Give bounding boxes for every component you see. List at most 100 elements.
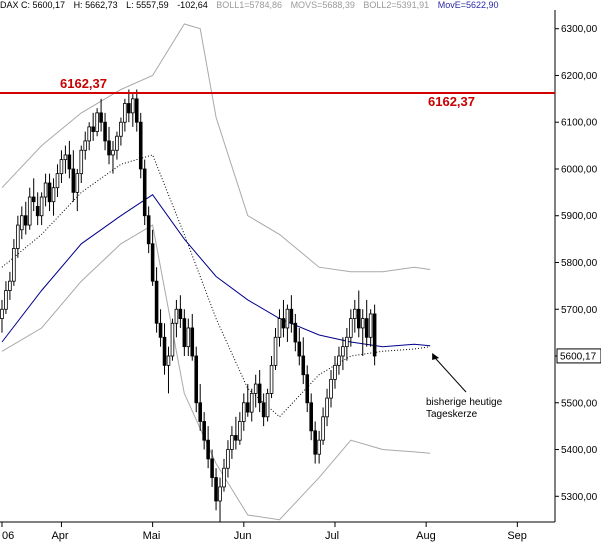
candle-body	[218, 486, 222, 502]
candle-body	[329, 378, 333, 399]
candle-body	[281, 318, 286, 329]
candle-body	[23, 215, 28, 226]
candle-body	[123, 103, 127, 123]
candle-body	[75, 173, 80, 193]
header-move: MovE=5622,90	[437, 0, 499, 10]
candle-body	[107, 140, 111, 156]
candle-body	[150, 243, 155, 282]
candle-body	[39, 196, 44, 217]
header-low: L: 5557,59	[126, 0, 169, 10]
candle-body	[166, 355, 171, 366]
candle-body	[341, 346, 345, 357]
current-value-box	[556, 348, 601, 364]
annotation-arrow-line	[434, 357, 467, 393]
candle-body	[198, 402, 202, 422]
candle-body	[321, 416, 325, 441]
candle-body	[27, 196, 32, 226]
candle-body	[174, 308, 179, 324]
header-high: H: 5662,73	[73, 0, 118, 10]
candle-body	[35, 205, 40, 217]
candle-body	[178, 308, 183, 320]
candle-body	[131, 98, 135, 114]
y-tick-label: 5800,00	[561, 258, 598, 269]
candle-body	[0, 308, 4, 320]
candle-body	[356, 308, 361, 329]
x-tick-label: Jun	[234, 530, 252, 542]
candle-body	[206, 439, 210, 460]
y-tick-label: 6200,00	[561, 71, 598, 82]
candle-body	[317, 439, 321, 455]
x-tick-label: 06	[2, 530, 14, 542]
candle-body	[186, 327, 191, 348]
candle-body	[158, 322, 163, 338]
candle-body	[353, 308, 357, 320]
chart-header: DAX C: 5600,17 H: 5662,73 L: 5557,59 -10…	[0, 0, 505, 10]
candle-body	[51, 187, 56, 203]
candle-body	[20, 215, 24, 231]
annotation-arrow-head	[432, 353, 440, 361]
candle-body	[269, 364, 274, 394]
candle-body	[79, 149, 84, 175]
resistance-label-right: 6162,37	[428, 94, 475, 109]
candle-body	[289, 308, 294, 324]
y-tick-label: 5700,00	[561, 305, 598, 316]
candle-body	[293, 322, 298, 343]
candle-body	[87, 126, 91, 142]
candle-body	[297, 341, 302, 357]
candle-body	[325, 397, 329, 418]
candle-body	[360, 318, 365, 329]
candle-body	[202, 421, 206, 441]
candle-body	[154, 280, 159, 324]
candle-body	[182, 318, 187, 348]
candle-body	[226, 449, 230, 469]
candle-body	[210, 458, 214, 478]
candle-body	[4, 290, 8, 310]
header-boll2: BOLL2=5391,91	[363, 0, 430, 10]
annotation-text: Tageskerze	[426, 409, 478, 420]
candle-body	[261, 402, 266, 418]
candle-body	[91, 126, 95, 132]
candle-body	[337, 355, 341, 366]
y-tick-label: 5900,00	[561, 211, 598, 222]
y-tick-label: 5500,00	[561, 398, 598, 409]
candle-body	[111, 149, 115, 156]
candle-body	[285, 308, 290, 329]
candle-body	[313, 430, 317, 455]
candle-body	[364, 318, 369, 338]
candle-body	[309, 402, 313, 432]
candle-body	[146, 215, 151, 245]
header-movs: MOVS=5688,39	[290, 0, 355, 10]
candle-body	[194, 355, 199, 404]
bollinger-upper-line	[1, 23, 431, 273]
candle-body	[214, 477, 218, 502]
candle-body	[162, 336, 167, 366]
candle-body	[277, 318, 282, 338]
bollinger-lower-line	[1, 224, 431, 521]
candle-body	[71, 168, 76, 193]
candle-body	[245, 402, 250, 413]
candle-body	[67, 154, 72, 170]
candle-body	[55, 173, 60, 189]
candle-body	[119, 121, 123, 137]
candle-body	[99, 112, 103, 123]
candle-body	[242, 402, 246, 422]
candle-body	[190, 327, 195, 357]
candle-body	[234, 435, 238, 441]
candle-body	[368, 313, 373, 338]
candle-body	[63, 154, 68, 161]
candle-body	[253, 383, 258, 394]
candle-body	[142, 168, 147, 217]
x-tick-label: Jul	[325, 530, 339, 542]
candle-body	[349, 318, 353, 338]
candle-body	[238, 421, 242, 441]
candle-body	[138, 121, 143, 170]
candle-body	[301, 355, 306, 376]
candle-body	[345, 336, 349, 348]
x-tick-label: Apr	[51, 530, 68, 542]
header-ticker: DAX C: 5600,17	[0, 0, 66, 10]
candle-body	[305, 374, 310, 404]
header-boll1: BOLL1=5784,86	[216, 0, 283, 10]
candle-body	[222, 467, 226, 488]
moving-average-solid-line	[1, 194, 431, 348]
